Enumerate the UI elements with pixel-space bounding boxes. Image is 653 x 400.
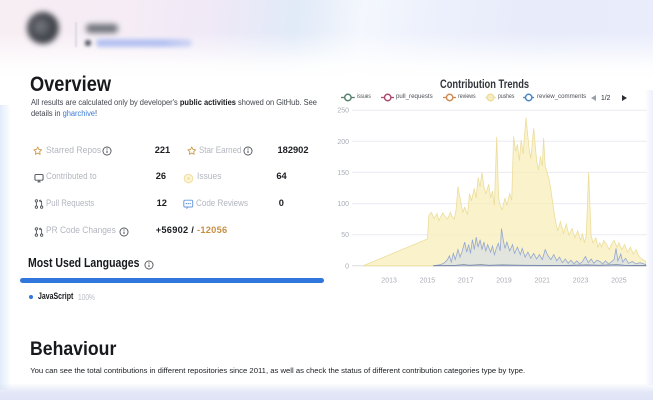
svg-text:2023: 2023 (573, 278, 589, 285)
svg-text:50: 50 (341, 232, 349, 239)
svg-text:2013: 2013 (381, 278, 397, 285)
svg-text:150: 150 (337, 170, 349, 177)
svg-text:2015: 2015 (420, 278, 436, 285)
svg-text:200: 200 (337, 139, 349, 146)
svg-text:100: 100 (337, 201, 349, 208)
svg-text:2021: 2021 (535, 278, 551, 285)
svg-text:2019: 2019 (496, 278, 512, 285)
svg-text:0: 0 (345, 263, 349, 270)
svg-text:250: 250 (337, 108, 349, 115)
svg-text:2025: 2025 (611, 278, 627, 285)
svg-text:2017: 2017 (458, 278, 474, 285)
